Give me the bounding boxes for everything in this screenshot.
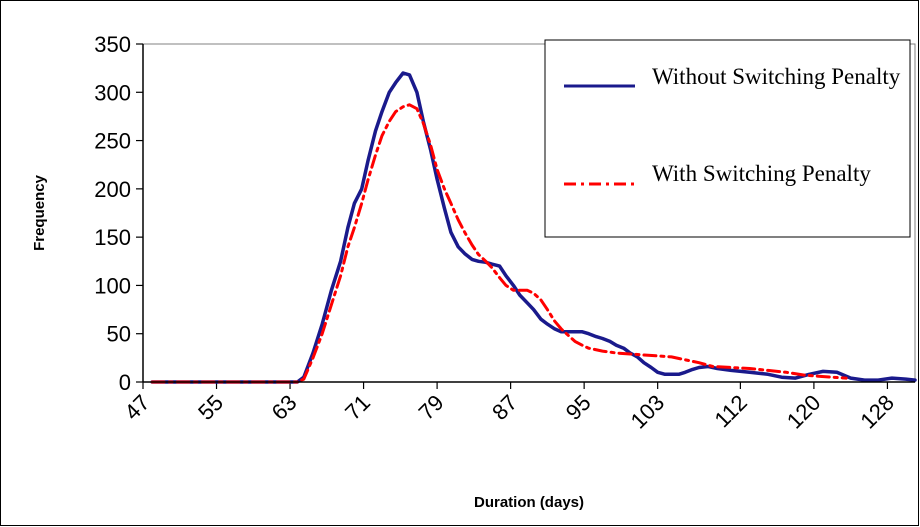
y-tick-label: 300: [94, 80, 131, 105]
series-lines: [150, 71, 917, 384]
y-tick-label: 100: [94, 273, 131, 298]
y-axis-title: Frequency: [31, 174, 48, 251]
y-tick-label: 350: [94, 32, 131, 57]
y-axis-ticks: 0 50 100 150 200 250 300 350: [94, 32, 143, 395]
y-tick-label: 250: [94, 129, 131, 154]
y-tick-label: 200: [94, 177, 131, 202]
y-tick-label: 0: [119, 370, 131, 395]
x-axis-title: Duration (days): [474, 494, 584, 511]
legend-box: [544, 39, 911, 238]
legend-label-without-penalty: Without Switching Penalty: [652, 64, 901, 89]
legend-label-with-penalty: With Switching Penalty: [652, 161, 871, 186]
series-line-with-penalty: [150, 103, 848, 384]
legend: Without Switching Penalty With Switching…: [544, 39, 911, 238]
series-line-without-penalty: [150, 71, 917, 384]
y-tick-label: 50: [107, 322, 131, 347]
y-tick-label: 150: [94, 225, 131, 250]
